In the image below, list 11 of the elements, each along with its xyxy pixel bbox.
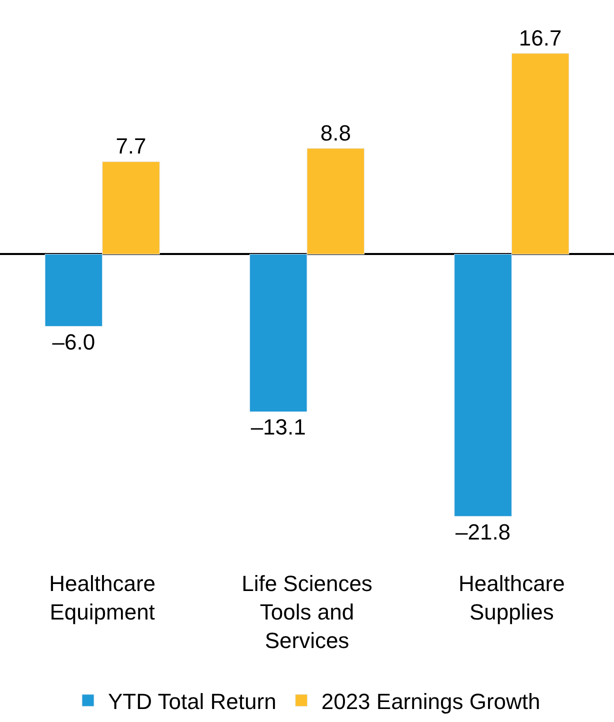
data-label: 8.8	[320, 120, 351, 146]
data-label: 7.7	[116, 134, 146, 159]
data-label: 16.7	[518, 25, 562, 50]
data-label: –6.0	[52, 329, 96, 354]
x-tick-label: Healthcare Equipment	[49, 571, 156, 625]
data-label: –13.1	[250, 414, 306, 440]
x-tick-label: Life Sciences Tools and Services	[242, 571, 372, 654]
x-tick-label: Healthcare Supplies	[458, 571, 565, 625]
data-label: –21.8	[455, 519, 511, 544]
legend-label: YTD Total Return	[108, 688, 276, 714]
legend-label: 2023 Earnings Growth	[321, 688, 540, 714]
